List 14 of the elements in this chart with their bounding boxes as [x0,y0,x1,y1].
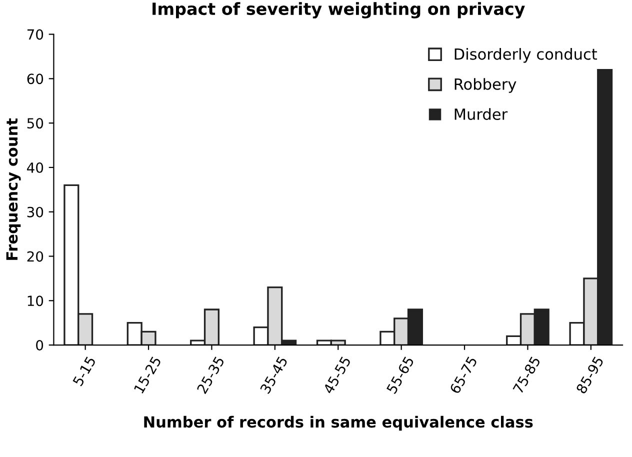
y-axis-title: Frequency count [6,118,21,260]
y-tick-label: 50 [27,118,44,129]
legend-label: Disorderly conduct [454,48,598,63]
y-tick-label: 10 [28,296,44,306]
chart-title: Impact of severity weighting on privacy [152,2,525,18]
y-tick-label: 20 [27,251,44,262]
x-axis-title: Number of records in same equivalence class [144,416,533,431]
y-tick-label: 30 [27,206,44,218]
legend-label: Murder [454,108,508,120]
y-tick-label: 0 [36,340,44,351]
y-tick-label: 70 [27,29,44,40]
y-tick-label: 40 [27,162,44,173]
legend-label: Robbery [454,78,516,93]
y-tick-label: 60 [27,74,44,84]
